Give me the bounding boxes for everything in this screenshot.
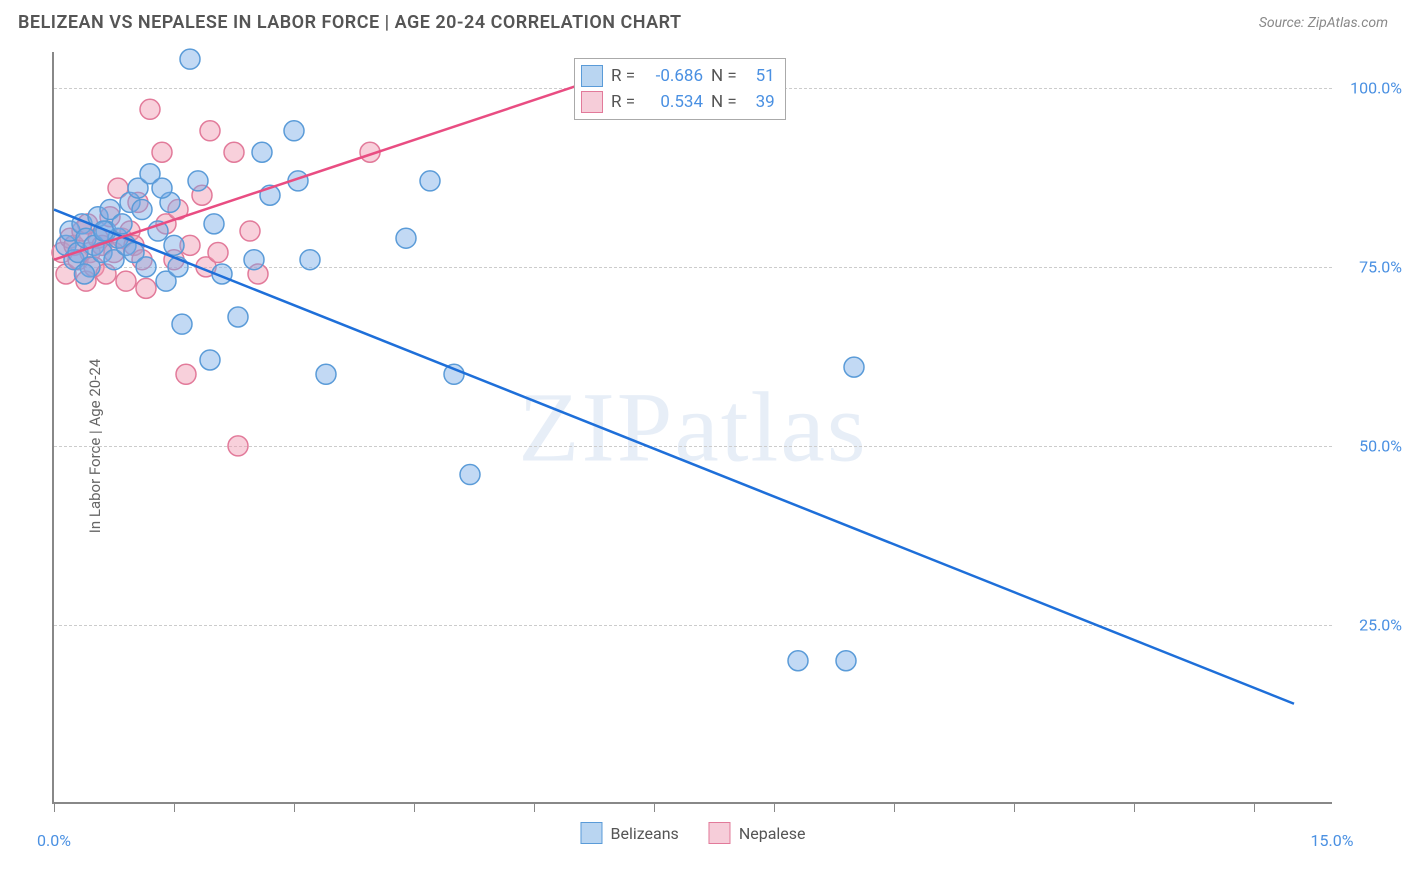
point-belizeans [788,651,808,671]
r-value-nepalese: 0.534 [643,92,703,112]
n-label: N = [711,66,737,86]
point-belizeans [164,235,184,255]
point-belizeans [844,357,864,377]
point-belizeans [172,314,192,334]
point-belizeans [300,250,320,270]
point-nepalese [240,221,260,241]
point-belizeans [836,651,856,671]
x-tick [774,802,775,812]
scatter-svg [54,52,1332,802]
x-tick [1254,802,1255,812]
point-belizeans [316,364,336,384]
point-nepalese [228,436,248,456]
trend-line-nepalese [54,73,614,259]
chart-container: BELIZEAN VS NEPALESE IN LABOR FORCE | AG… [0,0,1406,892]
corr-row-belizeans: R = -0.686 N = 51 [581,63,775,89]
source-attribution: Source: ZipAtlas.com [1259,15,1388,31]
point-belizeans [204,214,224,234]
point-belizeans [152,178,172,198]
r-label: R = [611,66,635,86]
correlation-legend: R = -0.686 N = 51 R = 0.534 N = 39 [574,58,786,120]
x-tick [894,802,895,812]
point-nepalese [224,142,244,162]
x-tick [294,802,295,812]
r-label-2: R = [611,92,635,112]
y-tick-label: 100.0% [1342,78,1402,97]
y-tick-label: 25.0% [1342,615,1402,634]
point-nepalese [140,99,160,119]
point-belizeans [188,171,208,191]
x-axis-start-label: 0.0% [37,831,71,850]
point-belizeans [284,121,304,141]
y-tick-label: 50.0% [1342,436,1402,455]
x-tick [54,802,55,812]
x-tick [654,802,655,812]
legend-swatch-belizeans [580,822,602,844]
x-tick [1134,802,1135,812]
point-belizeans [460,465,480,485]
x-axis-end-label: 15.0% [1311,831,1354,850]
legend-item-belizeans: Belizeans [580,822,678,844]
point-nepalese [116,271,136,291]
point-nepalese [136,278,156,298]
point-belizeans [112,214,132,234]
legend-item-nepalese: Nepalese [709,822,806,844]
point-belizeans [244,250,264,270]
swatch-belizeans [581,65,603,87]
trend-line-belizeans [54,210,1294,704]
chart-title: BELIZEAN VS NEPALESE IN LABOR FORCE | AG… [18,12,682,33]
series-legend: Belizeans Nepalese [580,822,805,844]
y-tick-label: 75.0% [1342,257,1402,276]
legend-label-nepalese: Nepalese [739,824,806,843]
point-belizeans [136,257,156,277]
point-belizeans [180,49,200,69]
legend-label-belizeans: Belizeans [610,824,678,843]
plot-area: ZIPatlas 25.0%50.0%75.0%100.0% 0.0% 15.0… [52,52,1332,804]
x-tick [174,802,175,812]
point-belizeans [420,171,440,191]
x-tick [534,802,535,812]
swatch-nepalese [581,91,603,113]
point-belizeans [74,264,94,284]
point-belizeans [396,228,416,248]
legend-swatch-nepalese [709,822,731,844]
n-value-nepalese: 39 [745,92,775,112]
point-nepalese [176,364,196,384]
point-belizeans [228,307,248,327]
chart-header: BELIZEAN VS NEPALESE IN LABOR FORCE | AG… [18,12,1388,33]
corr-row-nepalese: R = 0.534 N = 39 [581,89,775,115]
n-label-2: N = [711,92,737,112]
n-value-belizeans: 51 [745,66,775,86]
point-nepalese [208,243,228,263]
point-belizeans [200,350,220,370]
x-tick [414,802,415,812]
x-tick [1014,802,1015,812]
point-nepalese [200,121,220,141]
r-value-belizeans: -0.686 [643,66,703,86]
point-nepalese [152,142,172,162]
point-belizeans [252,142,272,162]
point-belizeans [132,200,152,220]
